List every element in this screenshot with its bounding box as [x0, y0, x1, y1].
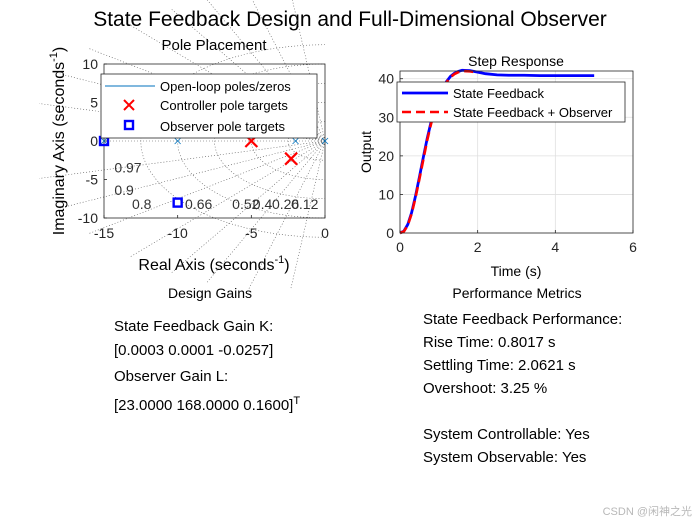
- damping-ray: [171, 140, 326, 273]
- overshoot: Overshoot: 3.25 %: [423, 380, 548, 397]
- damping-label: 0.9: [114, 182, 134, 198]
- damping-ray: [292, 0, 326, 142]
- x-label-close: ): [284, 257, 289, 274]
- x-tick-label: 6: [629, 239, 637, 255]
- l-gain-value-row: [23.0000 168.0000 0.1600]T: [114, 390, 300, 417]
- marker-stroke: [292, 137, 299, 145]
- controllable-status: System Controllable: Yes: [423, 426, 590, 443]
- legend-box: [100, 73, 318, 139]
- damping-label: 0.4: [253, 196, 273, 212]
- open-loop-marker: [292, 137, 299, 145]
- damping-ray: [39, 140, 326, 179]
- rise-time: Rise Time: 0.8017 s: [423, 334, 556, 351]
- legend-marker-controller: [123, 99, 135, 111]
- legend-label-open-loop: Open-loop poles/zeros: [160, 79, 291, 94]
- y-tick-label: 10: [82, 56, 98, 72]
- x-tick-label: -10: [168, 225, 188, 241]
- damping-ray: [290, 140, 326, 290]
- figure-title: State Feedback Design and Full-Dimension…: [93, 8, 607, 31]
- marker-stroke: [174, 137, 181, 145]
- settling-time: Settling Time: 2.0621 s: [423, 357, 576, 374]
- step-legend: State Feedback State Feedback + Observer: [396, 81, 626, 123]
- damping-ray: [248, 140, 326, 290]
- damping-ray: [59, 140, 326, 209]
- y-tick-label: 20: [378, 148, 394, 164]
- step-chart-title: Step Response: [468, 53, 564, 69]
- open-loop-marker: [174, 137, 181, 145]
- marker-stroke: [284, 151, 298, 166]
- marker-stroke: [100, 137, 108, 145]
- pole-legend: Open-loop poles/zeros Controller pole tar…: [100, 73, 318, 139]
- pole-y-label: Imaginary Axis (seconds-1): [48, 47, 68, 236]
- frequency-arc: [214, 82, 326, 200]
- transpose-mark: T: [293, 395, 301, 407]
- step-x-label: Time (s): [491, 263, 542, 279]
- y-tick-label: 40: [378, 71, 394, 87]
- pole-x-label: Real Axis (seconds-1): [138, 254, 289, 274]
- x-tick-label: -5: [245, 225, 258, 241]
- damping-label: 0.12: [291, 196, 318, 212]
- pole-chart-title: Pole Placement: [161, 37, 267, 54]
- damping-label: 0.52: [232, 196, 259, 212]
- k-gain-value: [0.0003 0.0001 -0.0257]: [114, 342, 274, 359]
- marker-stroke: [123, 99, 135, 111]
- legend-label-controller: Controller pole targets: [160, 98, 288, 113]
- damping-label: 0.26: [272, 196, 299, 212]
- x-label-superscript: -1: [274, 254, 284, 266]
- y-tick-label: 30: [378, 109, 394, 125]
- legend-box: [396, 81, 626, 123]
- watermark: CSDN @闲神之光: [602, 506, 692, 518]
- open-loop-marker: [100, 137, 108, 145]
- l-gain-value: [23.0000 168.0000 0.1600]: [114, 397, 294, 414]
- legend-label-observer: Observer pole targets: [160, 119, 286, 134]
- damping-label: 0.8: [132, 196, 152, 212]
- y-tick-label: 0: [90, 133, 98, 149]
- observable-status: System Observable: Yes: [423, 449, 587, 466]
- legend-marker-observer: [123, 119, 135, 131]
- controller-pole-marker: [284, 151, 298, 166]
- x-tick-label: -15: [94, 225, 114, 241]
- y-tick-label: -10: [78, 210, 98, 226]
- x-tick-label: 0: [321, 225, 329, 241]
- x-tick-label: 2: [474, 239, 482, 255]
- x-tick-label: 0: [396, 239, 404, 255]
- l-gain-label: Observer Gain L:: [114, 368, 229, 385]
- x-tick-label: 4: [551, 239, 559, 255]
- step-y-label: Output: [358, 131, 374, 173]
- y-tick-label: 5: [90, 95, 98, 111]
- y-label-close: ): [51, 47, 68, 52]
- damping-label: 0.66: [185, 196, 212, 212]
- open-loop-marker: [321, 137, 329, 145]
- step-axes-box: [399, 70, 634, 234]
- damping-label: 0.97: [114, 160, 141, 176]
- performance-header: State Feedback Performance:: [423, 311, 623, 328]
- design-gains-title: Design Gains: [167, 285, 253, 301]
- y-tick-label: 10: [378, 186, 394, 202]
- damping-ray: [206, 140, 326, 283]
- y-label-superscript: -1: [48, 52, 60, 62]
- performance-title: Performance Metrics: [452, 285, 582, 301]
- y-tick-label: -5: [86, 172, 99, 188]
- marker-stroke: [321, 137, 329, 145]
- k-gain-label: State Feedback Gain K:: [114, 318, 274, 335]
- legend-label-observer: State Feedback + Observer: [453, 105, 613, 120]
- observer-pole-marker: [172, 197, 183, 208]
- legend-label-state-feedback: State Feedback: [453, 86, 545, 101]
- y-tick-label: 0: [386, 225, 394, 241]
